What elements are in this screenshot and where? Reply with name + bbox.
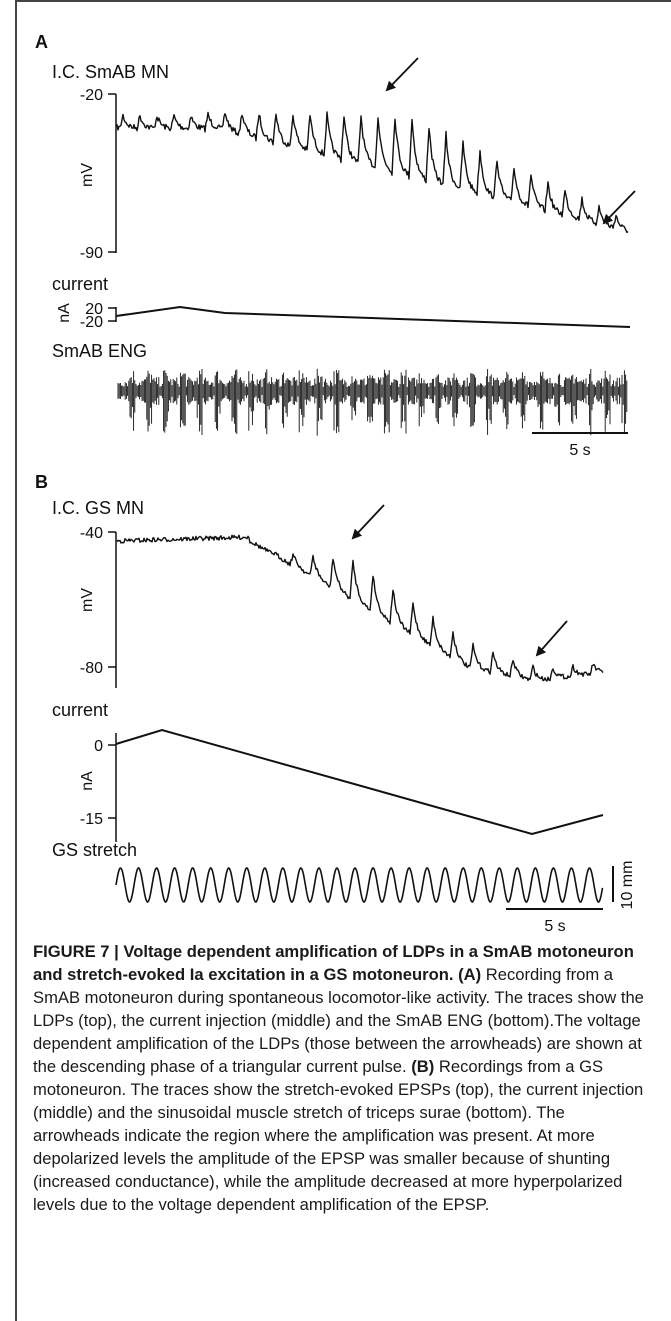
figure: A I.C. SmAB MN -20 -90 mV current 20 -20…: [35, 32, 636, 935]
caption-ref-b: (B): [411, 1057, 435, 1076]
panel-a-voltage-trace: [116, 111, 629, 234]
caption-title: FIGURE 7 | Voltage dependent amplificati…: [33, 942, 634, 984]
panel-a-trace3-label: SmAB ENG: [52, 341, 147, 361]
panel-b-stretch-trace: [115, 866, 604, 903]
panel-b-trace1-label: I.C. GS MN: [52, 498, 144, 518]
frame-left-border: [15, 0, 17, 1321]
panel-a-current-tick-label-top: 20: [85, 301, 103, 318]
panel-b-trace2-label: current: [52, 700, 108, 720]
caption-ref-a: (A): [458, 965, 482, 984]
panel-a-current-tick-label-bottom: -20: [80, 314, 103, 331]
panel-b-current-tick-label-bottom: -15: [80, 811, 103, 828]
panel-b-voltage-unit: mV: [79, 588, 96, 612]
panel-a-voltage-unit: mV: [79, 163, 96, 187]
panel-b-current-trace: [115, 728, 604, 836]
panel-a-trace2-label: current: [52, 274, 108, 294]
panel-b-arrow-top: [351, 504, 385, 540]
panel-a-current-unit: nA: [56, 303, 73, 323]
panel-a-voltage-tick-label-top: -20: [80, 87, 103, 104]
panel-a-eng-trace: [117, 368, 628, 436]
panel-a-voltage-tick-label-bottom: -90: [80, 245, 103, 262]
panel-a-arrow-top: [385, 57, 419, 92]
panel-a-eng-band: [117, 368, 628, 436]
frame-top-border: [15, 0, 671, 2]
caption-text-a: Recording from a SmAB motoneuron during …: [33, 965, 644, 1076]
panel-b-voltage-tick-label-top: -40: [80, 525, 103, 542]
panel-a-arrow-bottom: [602, 190, 636, 225]
figure-caption: FIGURE 7 | Voltage dependent amplificati…: [33, 940, 651, 1216]
caption-text-b: Recordings from a GS motoneuron. The tra…: [33, 1057, 644, 1214]
panel-b-time-scalebar-label: 5 s: [544, 918, 565, 935]
panel-a-time-scalebar-label: 5 s: [569, 442, 590, 459]
panel-a-trace1-label: I.C. SmAB MN: [52, 62, 169, 82]
panel-b-current-tick-label-top: 0: [94, 738, 103, 755]
panel-b-arrow-bottom: [535, 620, 568, 657]
panel-b-voltage-tick-label-bottom: -80: [80, 660, 103, 677]
panel-b-voltage-trace: [116, 534, 604, 682]
panel-b-trace3-label: GS stretch: [52, 840, 137, 860]
panel-b-current-unit: nA: [79, 771, 96, 791]
panel-b-stretch-scalebar-label: 10 mm: [619, 861, 636, 910]
panel-a-label: A: [35, 32, 48, 52]
panel-a-current-trace: [115, 305, 631, 328]
figure-svg: A I.C. SmAB MN -20 -90 mV current 20 -20…: [35, 32, 636, 935]
panel-b-label: B: [35, 472, 48, 492]
